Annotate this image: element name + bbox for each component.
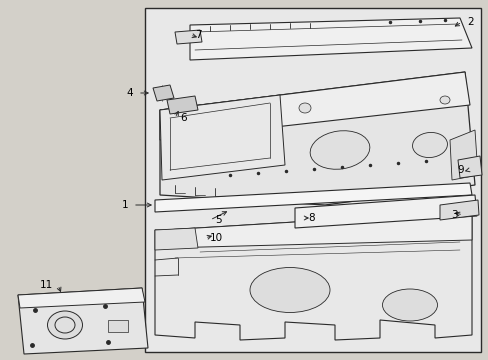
- Polygon shape: [167, 96, 198, 114]
- Text: 1: 1: [121, 200, 128, 210]
- Polygon shape: [457, 156, 481, 178]
- Ellipse shape: [249, 267, 329, 312]
- Text: 9: 9: [456, 165, 463, 175]
- Text: 3: 3: [450, 210, 457, 220]
- Text: 7: 7: [195, 30, 201, 40]
- Ellipse shape: [439, 96, 449, 104]
- Ellipse shape: [412, 132, 447, 158]
- Ellipse shape: [382, 289, 437, 321]
- Polygon shape: [164, 215, 471, 248]
- Text: 2: 2: [466, 17, 473, 27]
- Polygon shape: [18, 288, 148, 354]
- Polygon shape: [190, 18, 471, 60]
- Text: 8: 8: [307, 213, 314, 223]
- Bar: [108, 320, 128, 332]
- Bar: [145, 8, 480, 352]
- Polygon shape: [18, 288, 145, 308]
- Ellipse shape: [47, 311, 82, 339]
- Text: 11: 11: [40, 280, 53, 290]
- Text: 5: 5: [215, 215, 221, 225]
- Polygon shape: [449, 130, 477, 180]
- Text: 4: 4: [126, 88, 133, 98]
- Polygon shape: [439, 200, 478, 220]
- Ellipse shape: [55, 317, 75, 333]
- Polygon shape: [160, 95, 285, 180]
- Polygon shape: [160, 72, 469, 140]
- Polygon shape: [160, 72, 474, 205]
- Polygon shape: [155, 215, 471, 340]
- Text: 10: 10: [209, 233, 223, 243]
- Polygon shape: [155, 228, 198, 250]
- Polygon shape: [155, 183, 471, 212]
- Polygon shape: [175, 30, 202, 44]
- Ellipse shape: [309, 131, 369, 169]
- Polygon shape: [294, 195, 476, 228]
- Polygon shape: [153, 85, 174, 101]
- Text: 6: 6: [180, 113, 186, 123]
- Ellipse shape: [298, 103, 310, 113]
